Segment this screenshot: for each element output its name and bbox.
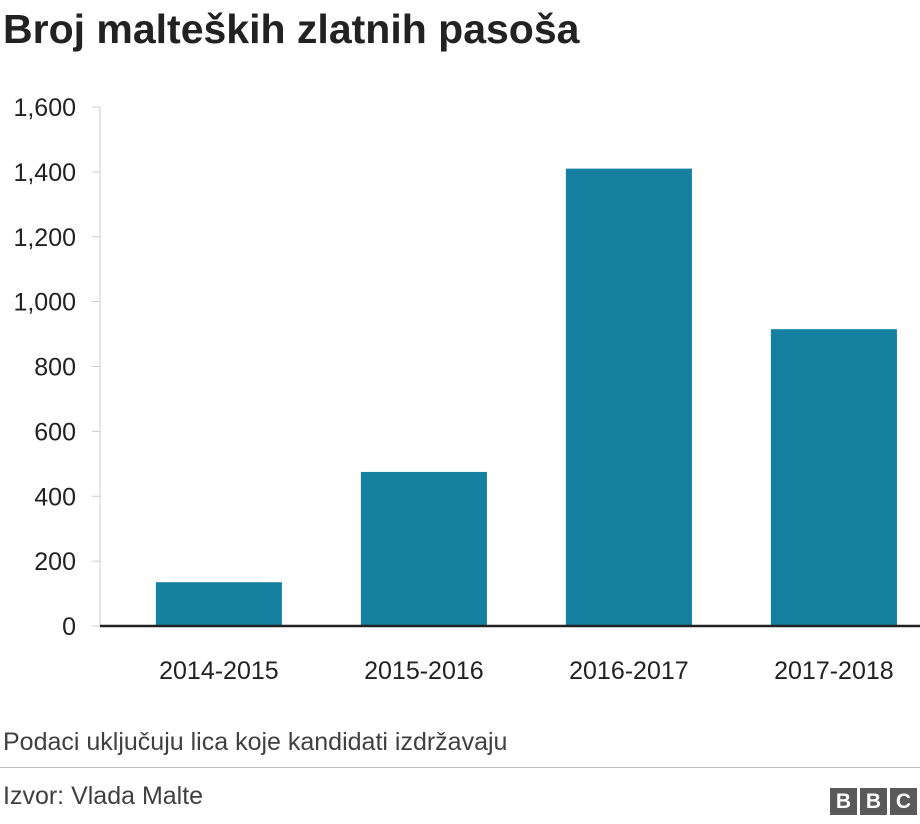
source-text: Izvor: Vlada Malte	[3, 782, 204, 810]
bars	[155, 168, 897, 626]
bar	[565, 168, 692, 626]
bar	[770, 329, 897, 626]
x-tick-label: 2015-2016	[364, 657, 484, 685]
x-tick-label: 2016-2017	[569, 657, 689, 685]
y-tick-label: 600	[34, 418, 76, 446]
chart-title: Broj malteških zlatnih pasoša	[3, 6, 580, 52]
chart-note: Podaci uključuju lica koje kandidati izd…	[3, 728, 508, 756]
bar	[360, 471, 487, 626]
logo-letter: B	[830, 788, 857, 815]
bar-chart: 0 200 400 600 800 1,000 1,200 1,400 1,600 2014-2…	[13, 94, 920, 685]
x-axis: 2014-2015 2015-2016 2016-2017 2017-2018	[100, 624, 920, 685]
y-tick-label: 1,200	[13, 224, 76, 252]
logo-letter: B	[860, 788, 887, 815]
bar	[155, 582, 282, 626]
y-tick-label: 200	[34, 548, 76, 576]
y-tick-label: 800	[34, 354, 76, 382]
y-tick-label: 1,600	[13, 94, 76, 122]
y-tick-label: 1,400	[13, 159, 76, 187]
x-tick-label: 2017-2018	[774, 657, 894, 685]
bbc-logo: B B C	[830, 788, 917, 815]
y-tick-label: 1,000	[13, 289, 76, 317]
y-tick-label: 0	[62, 613, 76, 641]
footer-divider	[0, 767, 920, 768]
logo-letter: C	[890, 788, 917, 815]
x-tick-label: 2014-2015	[159, 657, 279, 685]
y-axis: 0 200 400 600 800 1,000 1,200 1,400 1,600	[13, 94, 101, 641]
y-tick-label: 400	[34, 483, 76, 511]
